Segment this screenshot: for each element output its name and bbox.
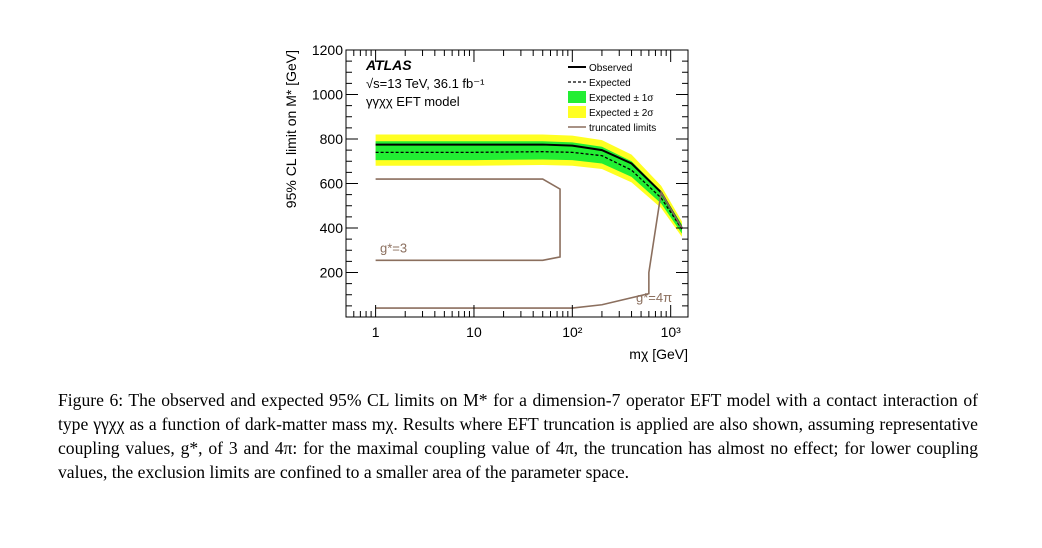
energy-lumi-label: √s=13 TeV, 36.1 fb⁻¹ (366, 76, 485, 91)
truncated-label-g3: g*=3 (380, 240, 407, 255)
truncated-limit-line-1 (375, 178, 561, 262)
truncated-label-g4pi: g*=4π (636, 290, 672, 305)
y-tick-label: 200 (320, 265, 344, 281)
y-tick-label: 400 (320, 220, 344, 236)
caption-text: Figure 6: The observed and expected 95% … (58, 390, 978, 482)
y-axis-title: 95% CL limit on M* [GeV] (283, 50, 299, 208)
y-tick-label: 1000 (312, 87, 343, 103)
legend-label: truncated limits (589, 123, 656, 134)
x-axis-title: mχ [GeV] (629, 346, 688, 362)
legend-label: Expected ± 1σ (589, 93, 654, 104)
figure-caption: Figure 6: The observed and expected 95% … (58, 388, 978, 484)
legend-label: Expected (589, 78, 631, 89)
x-tick-label: 10² (562, 324, 583, 340)
x-tick-label: 10 (466, 324, 482, 340)
band-1sigma (375, 141, 682, 234)
y-tick-label: 600 (320, 176, 344, 192)
expected-line (375, 151, 683, 230)
observed-line (375, 143, 683, 229)
figure: g*=3 g*=4π 200 400 600 800 1000 1200 1 10 10² 10³ mχ… (283, 42, 689, 362)
y-tick-label: 1200 (312, 42, 343, 58)
legend-label: Expected ± 2σ (589, 108, 654, 119)
legend-label: Observed (589, 63, 632, 74)
chart: g*=3 g*=4π 200 400 600 800 1000 1200 1 10 10² 10³ mχ… (283, 42, 689, 362)
model-label: γγχχ EFT model (366, 94, 460, 109)
y-tick-label: 800 (320, 131, 344, 147)
experiment-label: ATLAS (365, 57, 412, 73)
legend-swatch-2sigma (568, 106, 586, 118)
x-tick-label: 1 (372, 324, 380, 340)
legend-swatch-1sigma (568, 91, 586, 103)
x-tick-label: 10³ (661, 324, 682, 340)
